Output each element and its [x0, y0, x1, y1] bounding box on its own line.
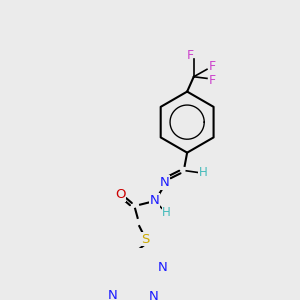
Text: N: N [108, 289, 117, 300]
Text: N: N [149, 290, 158, 300]
Text: N: N [158, 261, 168, 274]
Text: N: N [160, 176, 170, 189]
Text: S: S [141, 233, 149, 246]
Text: N: N [150, 194, 160, 207]
Text: O: O [115, 188, 125, 201]
Text: H: H [162, 206, 171, 219]
Text: F: F [187, 49, 194, 62]
Text: F: F [208, 74, 215, 86]
Text: H: H [198, 166, 207, 179]
Text: F: F [208, 60, 215, 73]
